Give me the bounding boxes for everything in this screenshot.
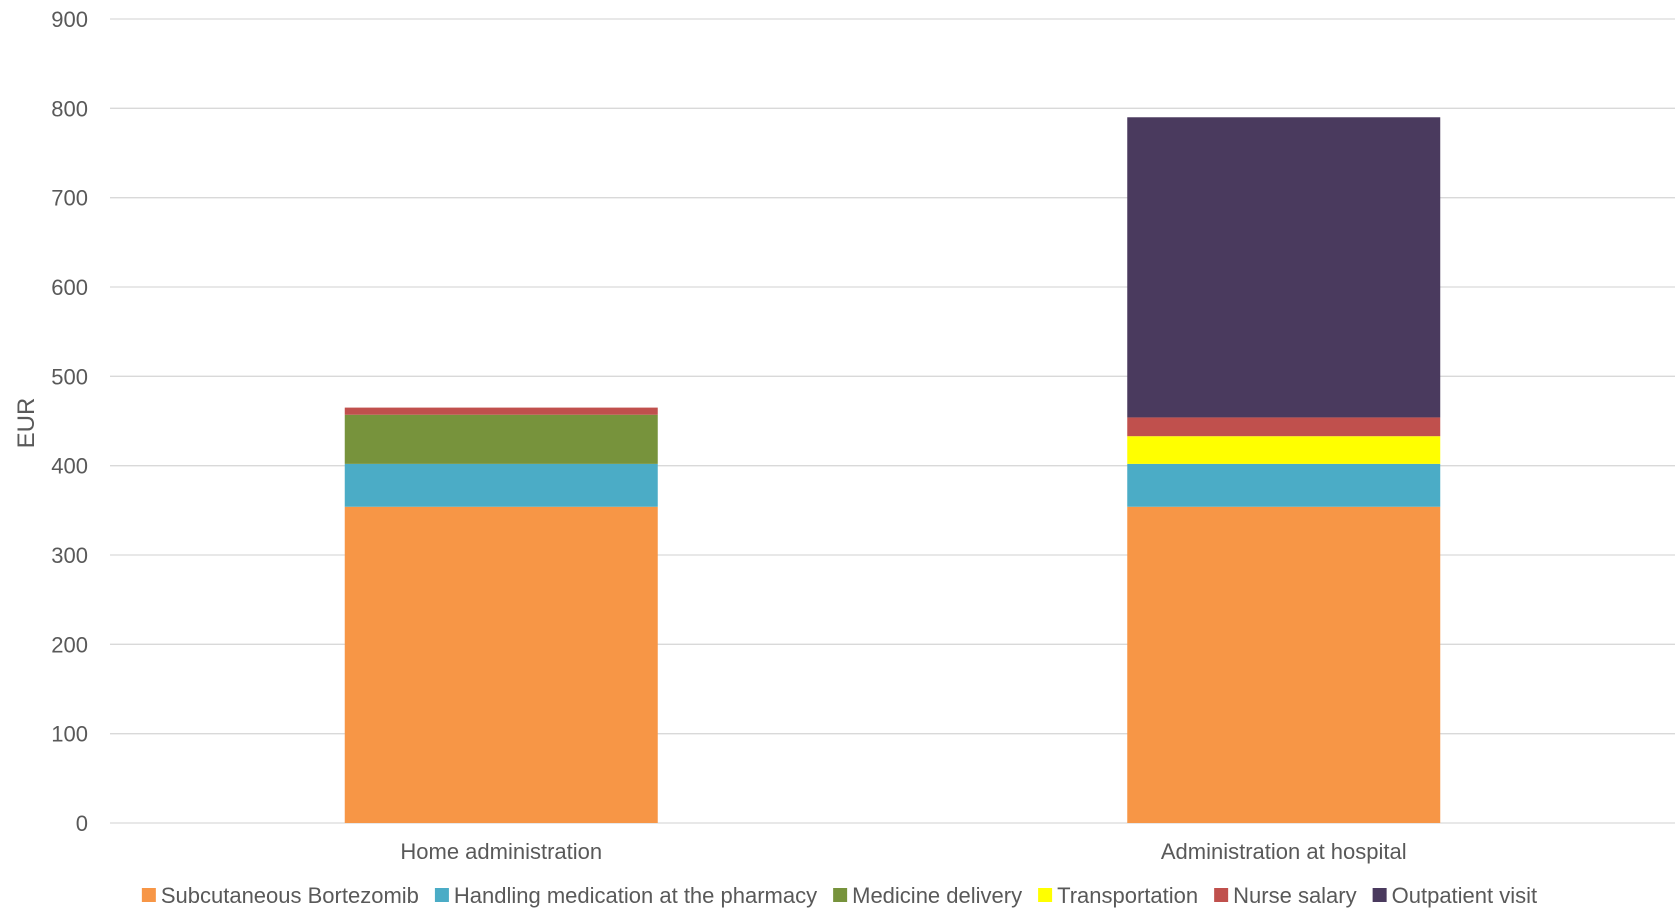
legend-swatch bbox=[1372, 888, 1387, 902]
legend-swatch bbox=[1214, 888, 1229, 902]
legend-item: Subcutaneous Bortezomib bbox=[141, 883, 419, 908]
legend-swatch bbox=[434, 888, 449, 902]
y-tick-label: 500 bbox=[51, 364, 88, 389]
legend-label: Handling medication at the pharmacy bbox=[454, 883, 817, 908]
x-tick-label: Administration at hospital bbox=[1161, 839, 1407, 864]
bar-segment bbox=[344, 414, 658, 464]
bar-segment bbox=[1127, 506, 1441, 823]
y-tick-label: 100 bbox=[51, 722, 88, 747]
x-axis-ticks: Home administration Administration at hos… bbox=[400, 839, 1406, 864]
legend-swatch bbox=[833, 888, 848, 902]
y-tick-label: 800 bbox=[51, 96, 88, 121]
y-tick-label: 300 bbox=[51, 543, 88, 568]
legend-swatch bbox=[1038, 888, 1053, 902]
x-tick-label: Home administration bbox=[400, 839, 602, 864]
bars bbox=[344, 117, 1441, 823]
legend-item: Outpatient visit bbox=[1372, 883, 1538, 908]
legend-swatch bbox=[141, 888, 156, 902]
bar-segment bbox=[344, 506, 658, 823]
legend: Subcutaneous Bortezomib Handling medicati… bbox=[141, 883, 1538, 908]
legend-label: Nurse salary bbox=[1233, 883, 1356, 908]
y-tick-label: 400 bbox=[51, 454, 88, 479]
legend-item: Handling medication at the pharmacy bbox=[434, 883, 817, 908]
y-tick-label: 700 bbox=[51, 186, 88, 211]
legend-item: Medicine delivery bbox=[833, 883, 1022, 908]
y-tick-label: 200 bbox=[51, 632, 88, 657]
legend-label: Transportation bbox=[1057, 883, 1198, 908]
y-tick-label: 900 bbox=[51, 7, 88, 32]
legend-item: Transportation bbox=[1038, 883, 1198, 908]
y-tick-label: 0 bbox=[76, 811, 88, 836]
legend-label: Subcutaneous Bortezomib bbox=[161, 883, 419, 908]
legend-label: Outpatient visit bbox=[1392, 883, 1538, 908]
bar-segment bbox=[344, 407, 658, 415]
bar-segment bbox=[1127, 117, 1441, 418]
bar-segment bbox=[1127, 436, 1441, 464]
y-axis-ticks: 0 100 200 300 400 500 600 700 800 900 bbox=[51, 7, 88, 836]
y-axis-label: EUR bbox=[13, 398, 40, 449]
bar-segment bbox=[344, 463, 658, 507]
bar-segment bbox=[1127, 463, 1441, 507]
y-tick-label: 600 bbox=[51, 275, 88, 300]
bar-segment bbox=[1127, 417, 1441, 437]
legend-item: Nurse salary bbox=[1214, 883, 1357, 908]
legend-label: Medicine delivery bbox=[852, 883, 1022, 908]
